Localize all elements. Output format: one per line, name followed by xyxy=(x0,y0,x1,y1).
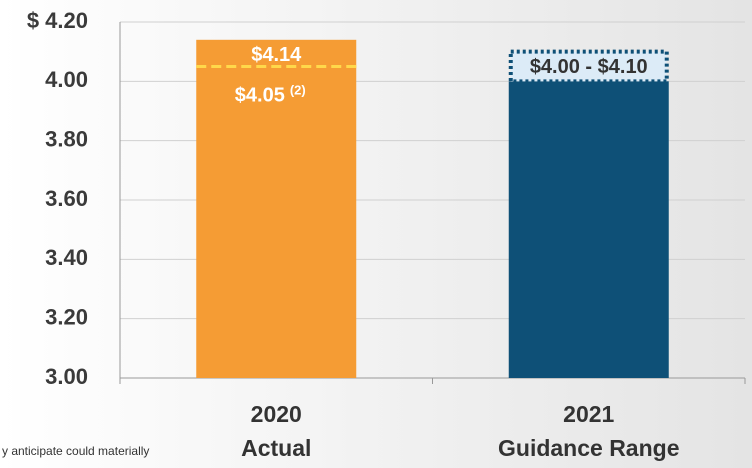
range-label: $4.00 - $4.10 xyxy=(530,56,648,78)
footnote: y anticipate could materially xyxy=(2,444,149,458)
bar xyxy=(196,39,357,379)
y-tick-label: $ 4.20 xyxy=(27,8,88,33)
y-tick-label: 3.40 xyxy=(45,245,88,270)
y-tick-label: 4.00 xyxy=(45,67,88,92)
x-tick-label: Guidance Range xyxy=(498,435,679,461)
y-tick-label: 3.20 xyxy=(45,304,88,329)
adjusted-label: $4.05 (2) xyxy=(235,83,306,107)
adjusted-note: (2) xyxy=(290,83,306,98)
y-tick-label: 3.80 xyxy=(45,126,88,151)
y-tick-label: 3.00 xyxy=(45,364,88,389)
value-label: $4.14 xyxy=(251,44,302,66)
range-box xyxy=(508,49,669,84)
adjusted-value: $4.05 xyxy=(235,85,285,107)
y-tick-label: 3.60 xyxy=(45,186,88,211)
bar xyxy=(508,81,669,378)
x-tick-label: 2021 xyxy=(563,401,614,427)
x-tick-label: 2020 xyxy=(251,401,302,427)
x-tick-label: Actual xyxy=(241,435,311,461)
